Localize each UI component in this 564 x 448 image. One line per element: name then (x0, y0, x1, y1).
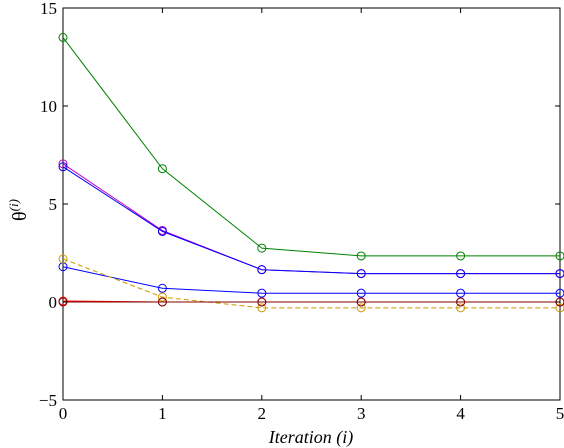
series-2 (58, 162, 564, 279)
plot-area (62, 7, 561, 401)
data-point (356, 251, 366, 261)
data-point (356, 269, 366, 279)
series-line (62, 266, 560, 294)
series-line (62, 37, 560, 257)
data-point (157, 297, 167, 307)
y-tick-label: 15 (40, 0, 57, 18)
x-axis-label: Iteration (i) (268, 427, 353, 448)
data-point (58, 32, 68, 42)
series-line (62, 258, 560, 309)
data-point (157, 283, 167, 293)
y-tick-label: −5 (39, 391, 57, 410)
data-point (58, 254, 68, 264)
data-point (456, 297, 466, 307)
series-0 (58, 32, 564, 261)
data-point (257, 265, 267, 275)
x-tick-label: 3 (357, 404, 366, 423)
x-tick-label: 1 (158, 404, 167, 423)
data-point (257, 288, 267, 298)
series-line (62, 166, 560, 275)
data-point (58, 159, 68, 169)
y-axis-label-superscript: (i) (6, 199, 21, 211)
data-point (555, 288, 564, 298)
y-tick-label: 0 (49, 293, 58, 312)
data-point (257, 303, 267, 313)
data-point (456, 288, 466, 298)
x-tick-label: 2 (258, 404, 267, 423)
data-point (555, 269, 564, 279)
data-point (356, 303, 366, 313)
data-point (356, 288, 366, 298)
data-point (157, 226, 167, 236)
y-tick-label: 10 (40, 97, 57, 116)
x-tick-label: 0 (59, 404, 68, 423)
series-4 (58, 254, 564, 313)
series-layer (58, 32, 564, 313)
data-point (555, 251, 564, 261)
data-point (456, 251, 466, 261)
data-point (555, 303, 564, 313)
data-point (356, 297, 366, 307)
data-point (257, 297, 267, 307)
y-axis-label-base: θ (9, 211, 31, 221)
data-point (157, 292, 167, 302)
data-point (157, 164, 167, 174)
data-point (58, 162, 68, 172)
data-point (456, 303, 466, 313)
data-point (456, 269, 466, 279)
y-tick-label: 5 (49, 195, 58, 214)
x-tick-label: 5 (556, 404, 564, 423)
series-3 (58, 262, 564, 298)
y-axis-label: θ(i) (6, 199, 31, 221)
data-point (257, 243, 267, 253)
x-tick-label: 4 (456, 404, 465, 423)
